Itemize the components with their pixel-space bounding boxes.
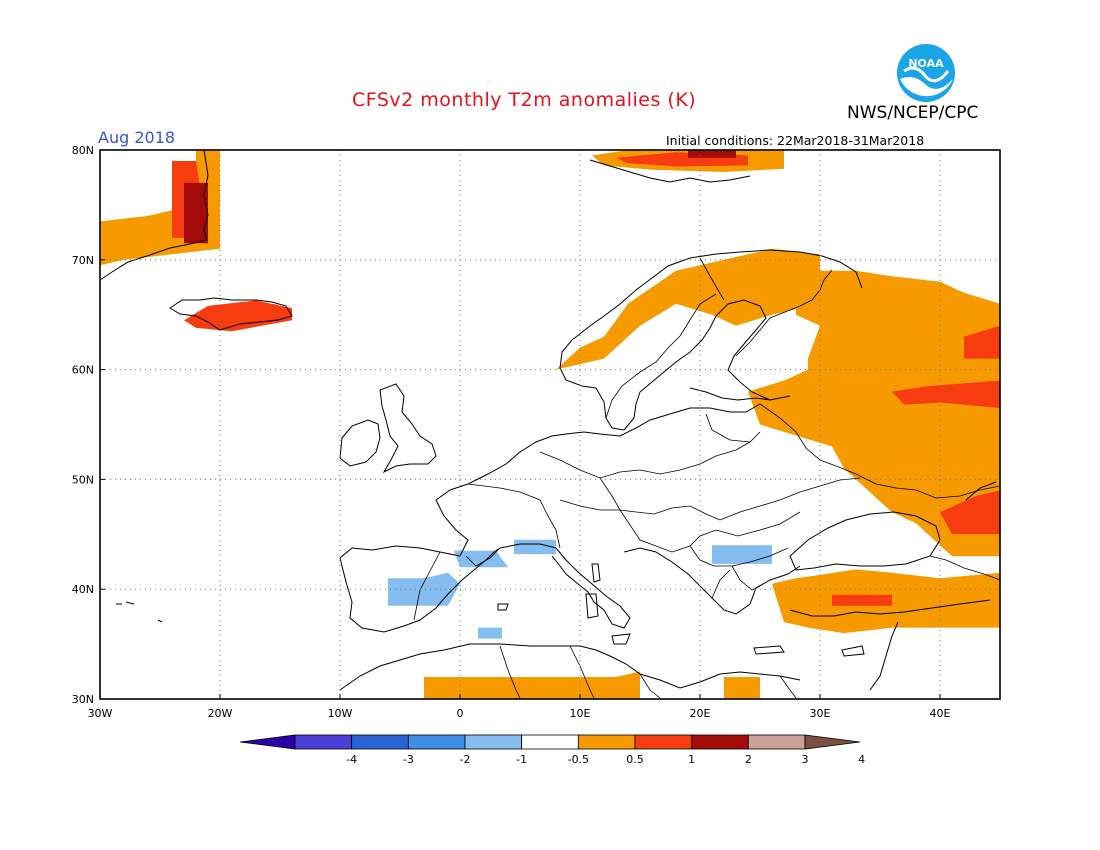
colorbar-swatch bbox=[634, 734, 693, 750]
colorbar-label: -0.5 bbox=[568, 753, 589, 766]
anomaly-region-7 bbox=[892, 380, 1000, 408]
lat-tick-label: 80N bbox=[72, 144, 94, 157]
anomaly-region-14 bbox=[184, 182, 208, 244]
colorbar-label: -3 bbox=[403, 753, 414, 766]
colorbar-label: 4 bbox=[858, 753, 865, 766]
lat-tick-label: 30N bbox=[72, 693, 94, 706]
coastlines bbox=[99, 149, 997, 691]
anomaly-fills bbox=[100, 150, 1000, 699]
colorbar-swatch bbox=[577, 734, 636, 750]
colorbar-swatch bbox=[351, 734, 409, 750]
colorbar-swatch bbox=[407, 734, 466, 750]
logo-text: NOAA bbox=[908, 57, 944, 70]
colorbar-label: 2 bbox=[745, 753, 752, 766]
anomaly-region-9 bbox=[964, 325, 1000, 359]
anomaly-region-1 bbox=[748, 270, 1000, 557]
noaa-logo-icon: NOAA bbox=[897, 44, 955, 102]
agency-label: NWS/NCEP/CPC bbox=[847, 103, 979, 123]
anomaly-region-8 bbox=[940, 490, 1000, 535]
anomaly-region-19 bbox=[712, 545, 772, 564]
colorbar-label: 0.5 bbox=[626, 753, 644, 766]
anomaly-region-20 bbox=[478, 627, 502, 639]
colorbar-label: -4 bbox=[346, 753, 357, 766]
colorbar-swatch bbox=[691, 734, 749, 750]
lon-tick-label: 20E bbox=[690, 707, 711, 720]
anomaly-region-0 bbox=[556, 248, 820, 370]
graticule bbox=[100, 150, 1000, 699]
colorbar-swatch bbox=[294, 734, 353, 750]
initial-conditions: Initial conditions: 22Mar2018-31Mar2018 bbox=[666, 133, 925, 148]
forecast-period: Aug 2018 bbox=[98, 128, 176, 147]
anomaly-region-3 bbox=[424, 671, 640, 699]
map-frame bbox=[99, 149, 1001, 700]
lat-tick-label: 40N bbox=[72, 583, 94, 596]
lat-tick-label: 60N bbox=[72, 364, 94, 377]
colorbar: -4 -3 -2 -1 -0.5 0.5 1 2 3 4 bbox=[239, 734, 865, 766]
colorbar-min-arrow bbox=[239, 734, 296, 750]
axis-ticks: 30W 20W 10W 0 10E 20E 30E 40E 30N 40N 50N 60N 70N 80N bbox=[72, 144, 951, 720]
lat-tick-label: 50N bbox=[72, 473, 94, 486]
lon-tick-label: 30W bbox=[88, 707, 113, 720]
anomaly-region-15 bbox=[688, 150, 736, 158]
lon-tick-label: 30E bbox=[810, 707, 831, 720]
colorbar-label: 3 bbox=[802, 753, 809, 766]
lon-tick-label: 20W bbox=[208, 707, 233, 720]
lon-tick-label: 0 bbox=[457, 707, 464, 720]
anomaly-region-17 bbox=[454, 550, 508, 568]
lat-tick-label: 70N bbox=[72, 254, 94, 267]
lon-tick-label: 10E bbox=[570, 707, 591, 720]
colorbar-swatch bbox=[747, 734, 806, 750]
lon-tick-label: 10W bbox=[328, 707, 353, 720]
map-title: CFSv2 monthly T2m anomalies (K) bbox=[352, 89, 697, 111]
anomaly-region-18 bbox=[514, 539, 556, 555]
colorbar-label: -2 bbox=[460, 753, 471, 766]
colorbar-label: 1 bbox=[688, 753, 695, 766]
anomaly-region-4 bbox=[724, 677, 760, 699]
anomaly-region-11 bbox=[184, 300, 292, 332]
colorbar-label: -1 bbox=[516, 753, 527, 766]
anomaly-region-10 bbox=[832, 594, 892, 606]
colorbar-swatch bbox=[464, 734, 523, 750]
lon-tick-label: 40E bbox=[930, 707, 951, 720]
colorbar-swatch bbox=[521, 734, 579, 750]
colorbar-max-arrow bbox=[804, 734, 861, 750]
anomaly-region-16 bbox=[388, 572, 460, 606]
